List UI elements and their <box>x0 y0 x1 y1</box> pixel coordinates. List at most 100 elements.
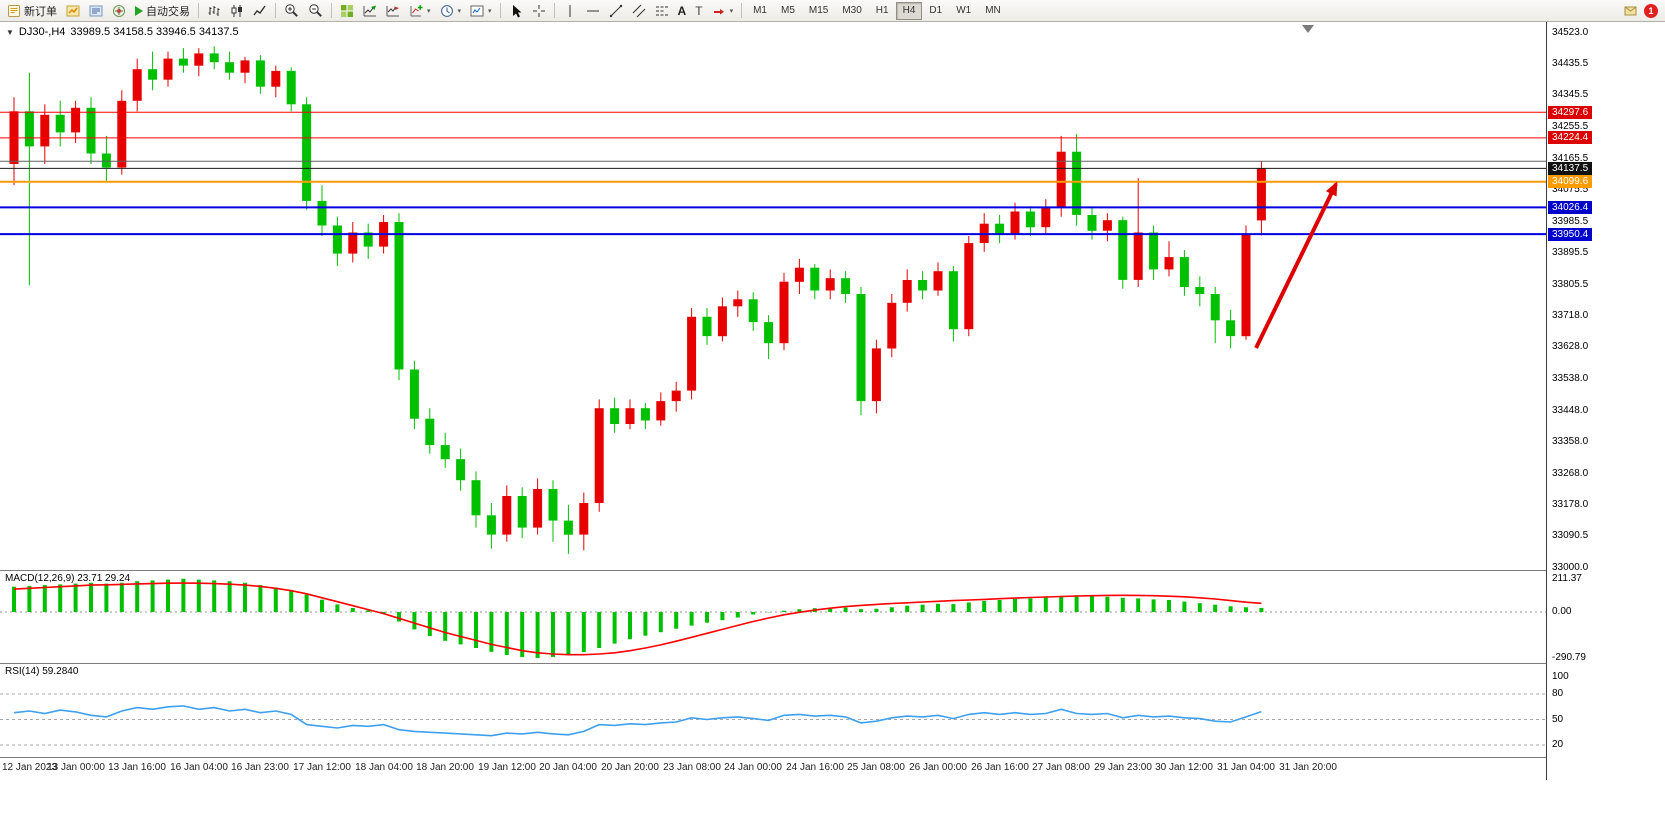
chart-shift-marker <box>1302 25 1314 33</box>
channel-tool-button[interactable] <box>628 1 650 21</box>
auto-scroll-button[interactable] <box>359 1 381 21</box>
shapes-tool-button[interactable]: ▾ <box>708 1 738 21</box>
chart-bars-button[interactable] <box>203 1 225 21</box>
fibonacci-tool-button[interactable] <box>651 1 673 21</box>
timeframe-button-h4[interactable]: H4 <box>895 1 923 20</box>
price-level-badge: 34099.6 <box>1548 175 1593 188</box>
macd-scale-label: 211.37 <box>1552 573 1582 584</box>
macd-scale-label: 0.00 <box>1552 606 1572 617</box>
price-level-badge: 34026.4 <box>1548 201 1593 214</box>
rsi-scale-label: 100 <box>1552 671 1569 682</box>
text-tool-icon: A <box>677 3 687 18</box>
notifications-button[interactable] <box>1620 1 1641 21</box>
cursor-button[interactable] <box>505 1 527 21</box>
chart-title: ▼ DJ30-,H4 33989.5 34158.5 33946.5 34137… <box>6 26 239 38</box>
toolbar-separator <box>741 3 743 18</box>
notification-count-badge[interactable]: 1 <box>1644 3 1658 18</box>
horizontal-line-tool-button[interactable] <box>582 1 604 21</box>
timeframe-button-m15[interactable]: M15 <box>802 2 835 20</box>
price-axis-label: 33090.5 <box>1552 530 1589 541</box>
new-order-label: 新订单 <box>24 5 57 18</box>
zoom-out-button[interactable] <box>304 1 327 21</box>
crosshair-button[interactable] <box>528 1 550 21</box>
price-axis-label: 33000.0 <box>1552 562 1589 573</box>
time-axis-label: 24 Jan 00:00 <box>724 762 782 773</box>
time-axis-label: 17 Jan 12:00 <box>293 762 351 773</box>
rsi-label: RSI(14) 59.2840 <box>5 666 79 677</box>
chart-title-triangle-icon: ▼ <box>6 27 14 37</box>
toolbar-separator <box>275 3 276 18</box>
timeframe-button-h1[interactable]: H1 <box>869 2 896 20</box>
periods-button[interactable]: ▾ <box>436 1 466 21</box>
chart-candles-button[interactable] <box>226 1 248 21</box>
autotrade-label: 自动交易 <box>146 5 190 18</box>
macd-chart[interactable] <box>0 571 1546 663</box>
panel-separator[interactable] <box>0 570 1665 571</box>
label-tool-button[interactable]: T <box>691 1 706 21</box>
dropdown-caret-icon: ▾ <box>427 7 431 15</box>
trendline-tool-button[interactable] <box>605 1 627 21</box>
chart-shift-icon <box>386 5 399 16</box>
price-axis[interactable]: 34523.0 34435.5 34345.5 34255.5 34165.5 34075… <box>1547 22 1665 780</box>
price-axis-border <box>1546 22 1547 780</box>
price-axis-label: 34075.5 <box>1552 184 1589 195</box>
bar-chart-icon <box>208 5 220 16</box>
rsi-scale-label: 80 <box>1552 688 1564 699</box>
indicators-button[interactable]: ▾ <box>405 1 435 21</box>
price-axis-label: 34165.5 <box>1552 153 1589 164</box>
horizontal-line-icon <box>586 10 599 11</box>
text-tool-button[interactable]: A <box>674 1 691 21</box>
zoom-in-icon <box>285 4 298 17</box>
time-axis-label: 30 Jan 12:00 <box>1155 762 1213 773</box>
rsi-scale-label: 50 <box>1552 714 1564 725</box>
timeframe-group: M1 M5 M15 M30 H1 H4 D1 W1 MN <box>746 1 1008 20</box>
time-axis[interactable]: 12 Jan 2023 13 Jan 00:00 13 Jan 16:00 16 Ja… <box>0 758 1546 780</box>
navigator-button[interactable] <box>85 1 107 21</box>
chart-line-button[interactable] <box>249 1 271 21</box>
templates-button[interactable]: ▾ <box>466 1 496 21</box>
price-axis-label: 33178.0 <box>1552 499 1589 510</box>
price-axis-label: 34255.5 <box>1552 121 1589 132</box>
toolbar-separator <box>499 3 501 18</box>
vertical-line-tool-button[interactable] <box>559 1 581 21</box>
price-axis-label: 34523.0 <box>1552 27 1589 38</box>
timeframe-button-m30[interactable]: M30 <box>835 2 868 20</box>
chart-area: ▼ DJ30-,H4 33989.5 34158.5 33946.5 34137… <box>0 22 1665 832</box>
time-axis-label: 12 Jan 2023 <box>2 762 58 773</box>
terminal-icon <box>113 4 125 17</box>
vertical-line-icon <box>569 4 571 17</box>
price-level-badge: 34224.4 <box>1548 131 1593 144</box>
panel-separator[interactable] <box>0 663 1665 664</box>
fibonacci-icon <box>655 6 668 15</box>
price-level-badge: 34297.6 <box>1548 106 1593 119</box>
line-chart-icon <box>253 5 266 15</box>
toolbar-separator <box>198 3 199 18</box>
time-axis-label: 20 Jan 04:00 <box>539 762 597 773</box>
timeframe-button-mn[interactable]: MN <box>978 2 1008 20</box>
timeframe-button-m5[interactable]: M5 <box>774 2 802 20</box>
rsi-chart[interactable] <box>0 664 1546 757</box>
toolbar: 新订单 自动交易 <box>0 0 1665 22</box>
candlestick-chart[interactable] <box>0 22 1546 570</box>
rsi-scale-label: 20 <box>1552 739 1564 750</box>
zoom-in-button[interactable] <box>280 1 303 21</box>
dropdown-caret-icon: ▾ <box>729 7 734 15</box>
tile-windows-button[interactable] <box>336 1 358 21</box>
new-order-button[interactable]: 新订单 <box>3 1 61 21</box>
toolbar-separator <box>331 3 332 18</box>
terminal-button[interactable] <box>108 1 130 21</box>
timeframe-button-w1[interactable]: W1 <box>949 2 978 20</box>
chart-ohlc-values: 33989.5 34158.5 33946.5 34137.5 <box>70 26 239 38</box>
navigator-icon <box>89 5 103 16</box>
autotrade-button[interactable]: 自动交易 <box>131 1 194 21</box>
dropdown-caret-icon: ▾ <box>488 7 492 15</box>
time-axis-label: 19 Jan 12:00 <box>478 762 536 773</box>
timeframe-button-m1[interactable]: M1 <box>746 2 774 20</box>
notifications-icon <box>1624 6 1637 16</box>
chart-shift-button[interactable] <box>382 1 404 21</box>
price-axis-label: 33628.0 <box>1552 341 1589 352</box>
market-watch-button[interactable] <box>62 1 84 21</box>
timeframe-button-d1[interactable]: D1 <box>922 2 949 20</box>
clock-icon <box>440 4 453 17</box>
price-axis-label: 33268.0 <box>1552 468 1589 479</box>
